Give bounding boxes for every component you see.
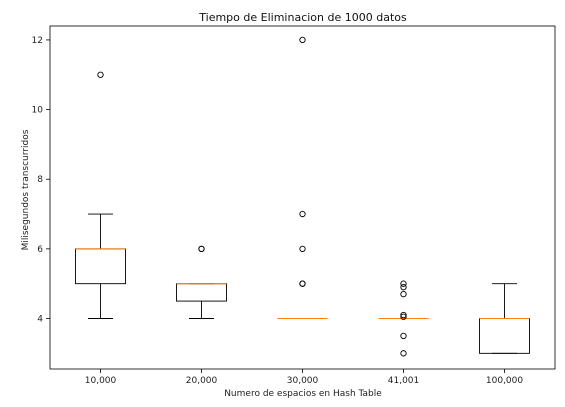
- plot-frame: [49, 25, 556, 370]
- x-tick-label: 30,000: [287, 376, 319, 386]
- x-tick-label: 41,001: [388, 376, 420, 386]
- plot-area: 4 6 8 10 12 10,000 20,000 30,000 41,001 100,000: [32, 25, 556, 386]
- outlier-point: [299, 245, 306, 253]
- y-tick-label: 8: [37, 175, 43, 185]
- x-tick-label: 100,000: [486, 376, 523, 386]
- y-tick-label: 6: [37, 245, 43, 255]
- outlier-point: [97, 71, 104, 78]
- y-tick-label: 10: [32, 106, 44, 116]
- x-axis-label: Numero de espacios en Hash Table: [224, 389, 382, 399]
- y-tick-label: 12: [32, 36, 43, 46]
- outlier-point: [400, 284, 407, 291]
- outlier-point: [400, 350, 407, 357]
- y-axis-label: Milisegundos transcurridos: [21, 129, 31, 250]
- outlier-point: [299, 36, 306, 44]
- outlier-point: [400, 290, 407, 298]
- outlier-point: [299, 280, 306, 287]
- box-body: [75, 248, 126, 285]
- chart-title: Tiempo de Eliminacion de 1000 datos: [198, 11, 407, 24]
- box-body: [479, 318, 530, 354]
- outlier-point: [400, 280, 407, 287]
- x-tick-label: 10,000: [85, 376, 117, 386]
- outlier-point: [400, 313, 407, 320]
- outlier-point: [400, 332, 407, 340]
- y-tick-label: 4: [37, 315, 43, 325]
- x-tick-label: 20,000: [186, 376, 218, 386]
- box-body: [176, 283, 227, 302]
- outlier-point: [400, 311, 407, 319]
- outlier-point: [198, 245, 205, 253]
- outlier-point: [299, 210, 306, 218]
